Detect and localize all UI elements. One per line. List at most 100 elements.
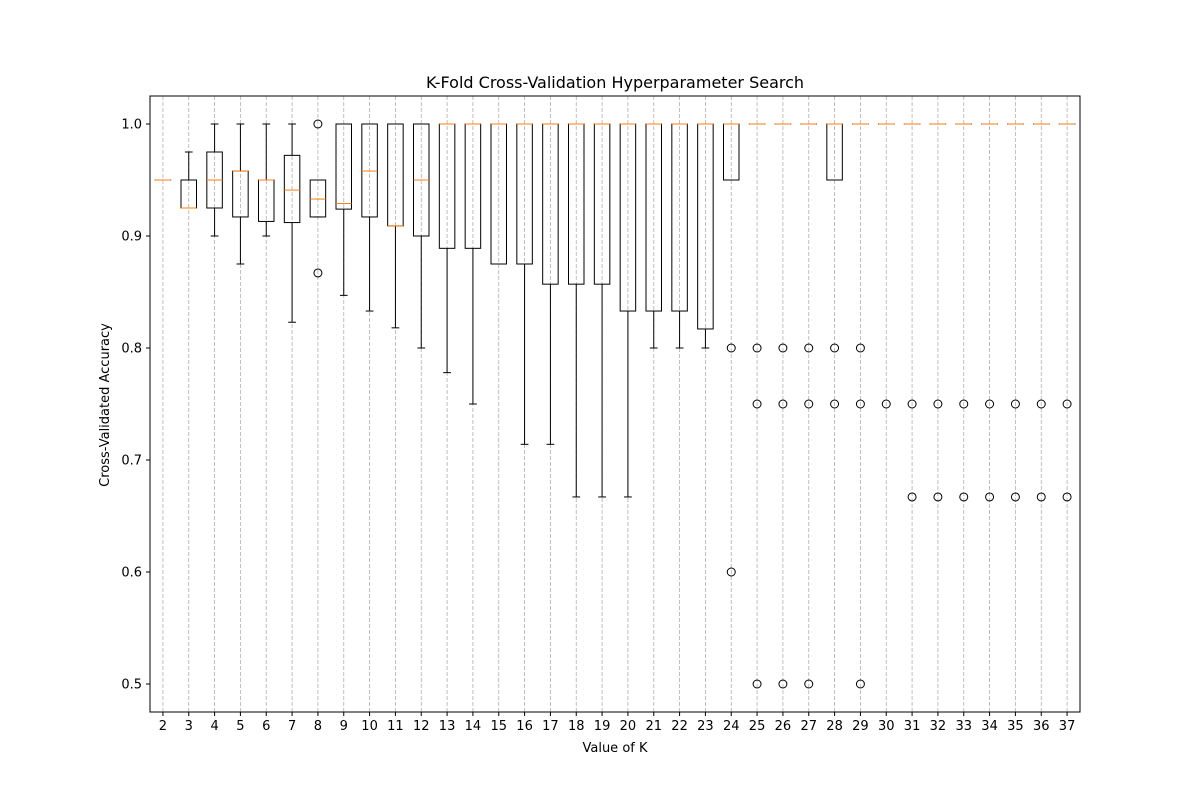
plot-frame [149, 95, 1081, 713]
box-k-3 [180, 151, 197, 209]
outlier-point [778, 399, 788, 409]
outlier-point [855, 679, 865, 689]
outlier-point [933, 492, 943, 502]
x-tick-label: 35 [1007, 719, 1024, 734]
y-tick-label: 0.7 [121, 454, 142, 469]
box-k-33 [955, 123, 972, 502]
x-tick-label: 37 [1059, 719, 1076, 734]
box-k-13 [438, 123, 456, 374]
y-tick-label: 0.5 [121, 678, 142, 693]
outlier-point [1062, 399, 1072, 409]
box-layer [154, 119, 1076, 689]
x-tick-label: 14 [465, 719, 482, 734]
outlier-point [907, 399, 917, 409]
outlier-point [804, 679, 814, 689]
x-tick-label: 31 [904, 719, 921, 734]
outlier-point [778, 679, 788, 689]
outlier-point [881, 399, 891, 409]
box-k-18 [568, 123, 585, 498]
x-tick-label: 25 [749, 719, 766, 734]
box-k-24 [723, 123, 740, 577]
box-k-22 [671, 123, 688, 349]
box-k-14 [464, 123, 482, 405]
outlier-point [1062, 492, 1072, 502]
box-k-31 [903, 123, 921, 502]
outlier-point [752, 343, 762, 353]
iqr-box [283, 154, 301, 224]
x-tick-label: 21 [645, 719, 662, 734]
box-k-35 [1007, 123, 1024, 502]
box-k-10 [361, 123, 378, 312]
outlier-point [1010, 492, 1020, 502]
outlier-point [1036, 492, 1046, 502]
x-tick-label: 15 [490, 719, 507, 734]
outlier-point [1036, 399, 1046, 409]
chart-title: K-Fold Cross-Validation Hyperparameter S… [426, 73, 804, 92]
y-axis-label: Cross-Validated Accuracy [98, 323, 113, 487]
x-axis-label: Value of K [582, 741, 647, 756]
x-tick-label: 12 [413, 719, 430, 734]
y-tick-label: 0.8 [121, 342, 142, 357]
x-tick-label: 17 [542, 719, 559, 734]
box-k-20 [619, 123, 637, 498]
x-tick-label: 28 [826, 719, 843, 734]
x-tick-label: 9 [340, 719, 348, 734]
outlier-point [804, 399, 814, 409]
box-k-37 [1058, 123, 1076, 502]
x-tick-label: 2 [159, 719, 167, 734]
box-k-4 [206, 123, 223, 237]
box-k-27 [800, 123, 817, 689]
outlier-point [830, 399, 840, 409]
box-k-36 [1033, 123, 1050, 502]
x-tick-label: 27 [800, 719, 817, 734]
x-tick-label: 26 [775, 719, 792, 734]
box-k-8 [309, 119, 327, 278]
x-tick-label: 13 [439, 719, 456, 734]
x-tick-label: 29 [852, 719, 869, 734]
x-tick-label: 20 [620, 719, 637, 734]
box-k-32 [929, 123, 947, 502]
box-k-12 [413, 123, 430, 349]
x-tick-label: 4 [210, 719, 218, 734]
box-k-21 [645, 123, 662, 349]
outlier-point [855, 399, 865, 409]
y-tick-label: 0.9 [121, 230, 142, 245]
y-tick-label: 1.0 [121, 118, 142, 133]
axis-layer: 2 3 4 5 6 7 8 9 10 11 12 13 14 15 16 17 18 19 20 21 22 23 24 25… [121, 95, 1081, 734]
x-tick-label: 32 [930, 719, 947, 734]
x-tick-label: 3 [185, 719, 193, 734]
box-k-34 [981, 123, 998, 502]
x-tick-label: 11 [387, 719, 404, 734]
x-tick-label: 5 [236, 719, 244, 734]
box-k-30 [878, 123, 895, 409]
outlier-point [804, 343, 814, 353]
iqr-box [335, 123, 352, 210]
x-tick-label: 34 [981, 719, 998, 734]
box-k-25 [748, 123, 766, 689]
box-k-7 [283, 123, 301, 323]
outlier-point [907, 492, 917, 502]
box-k-19 [593, 123, 611, 498]
box-k-16 [516, 123, 533, 445]
x-tick-label: 24 [723, 719, 740, 734]
box-k-11 [387, 123, 404, 329]
outlier-point [726, 567, 736, 577]
x-tick-label: 36 [1033, 719, 1050, 734]
outlier-point [752, 399, 762, 409]
outlier-point [313, 268, 323, 278]
outlier-point [313, 119, 323, 129]
outlier-point [933, 399, 943, 409]
x-tick-label: 23 [697, 719, 714, 734]
outlier-point [959, 492, 969, 502]
outlier-point [985, 492, 995, 502]
x-tick-label: 30 [878, 719, 895, 734]
x-tick-label: 33 [955, 719, 972, 734]
outlier-point [855, 343, 865, 353]
x-tick-label: 22 [671, 719, 688, 734]
box-k-28 [826, 123, 843, 409]
x-tick-label: 18 [568, 719, 585, 734]
x-tick-label: 8 [314, 719, 322, 734]
box-k-17 [542, 123, 559, 445]
